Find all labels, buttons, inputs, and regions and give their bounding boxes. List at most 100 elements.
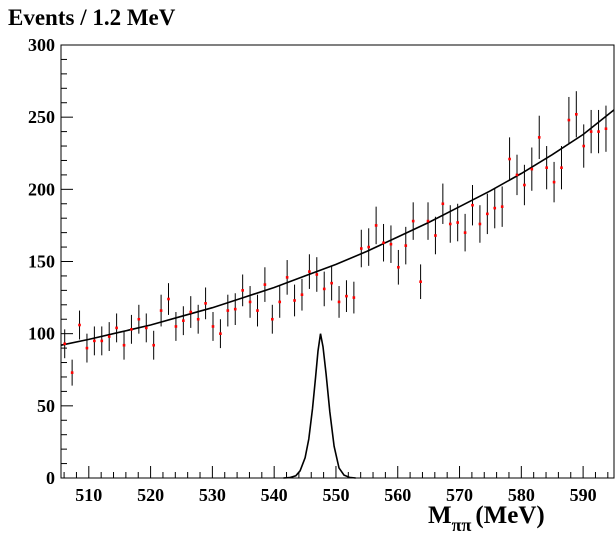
data-marker [463, 231, 467, 234]
x-tick-label: 580 [508, 485, 535, 505]
data-marker [493, 206, 497, 210]
data-marker [174, 325, 178, 328]
data-marker [582, 144, 586, 148]
data-marker [122, 343, 126, 347]
data-marker [367, 245, 371, 249]
data-point [359, 229, 363, 268]
data-point [545, 146, 548, 190]
data-marker [293, 299, 296, 302]
data-marker [500, 205, 504, 208]
data-point [537, 115, 541, 160]
data-point [152, 330, 155, 360]
data-point [330, 265, 333, 301]
y-tick-label: 100 [28, 324, 55, 344]
data-point [248, 286, 252, 318]
data-point [263, 267, 267, 302]
signal-peak-curve [283, 333, 356, 479]
data-marker [144, 326, 148, 330]
data-marker [107, 335, 111, 338]
data-point [219, 319, 222, 349]
data-point [411, 202, 415, 240]
data-point [478, 205, 482, 243]
data-point [582, 124, 586, 168]
data-point [256, 294, 259, 327]
data-marker [523, 183, 526, 187]
data-marker [434, 234, 437, 237]
data-point [463, 213, 467, 252]
data-point [471, 185, 474, 226]
y-tick-label: 150 [28, 252, 55, 272]
x-tick-label: 590 [570, 485, 597, 505]
x-axis-title: Mππ (MeV) [428, 502, 545, 535]
data-marker [204, 302, 207, 305]
data-marker [85, 346, 89, 350]
data-point [500, 186, 504, 227]
data-point [508, 137, 511, 181]
data-point [278, 286, 282, 318]
y-tick-label: 250 [28, 107, 55, 127]
data-point [241, 274, 244, 307]
data-point [397, 249, 400, 285]
plot-frame [60, 44, 615, 479]
data-marker [337, 300, 341, 304]
data-point [322, 271, 326, 307]
data-marker [100, 339, 104, 343]
data-point [122, 330, 126, 360]
data-marker [471, 203, 474, 207]
data-point [426, 202, 430, 240]
data-point [159, 294, 163, 327]
data-marker [285, 276, 289, 279]
data-point [189, 296, 193, 328]
y-tick-label: 0 [46, 468, 55, 488]
data-marker [63, 342, 67, 346]
data-marker [70, 371, 74, 374]
fit-curves [60, 109, 615, 479]
data-point [575, 91, 578, 138]
data-point [589, 109, 593, 154]
data-point [226, 294, 230, 327]
data-marker [196, 317, 200, 321]
tick-labels: 0 50 100 150 200 250 300 510 520 530 540 550 560 570 5… [28, 35, 597, 505]
data-marker [589, 130, 593, 133]
data-point [167, 283, 170, 315]
x-tick-label: 510 [75, 485, 102, 505]
data-marker [263, 283, 267, 286]
data-marker [545, 166, 548, 169]
data-point [315, 257, 319, 292]
data-point [352, 281, 356, 314]
data-marker [374, 224, 378, 227]
data-marker [315, 273, 319, 276]
data-marker [159, 309, 163, 312]
data-marker [411, 219, 415, 223]
data-marker [271, 317, 274, 321]
data-marker [486, 212, 489, 216]
y-tick-label: 200 [28, 179, 55, 199]
data-point [367, 228, 371, 266]
data-marker [78, 323, 81, 327]
data-marker [182, 319, 185, 322]
background-fit-curve [60, 109, 615, 346]
data-marker [552, 180, 556, 184]
x-tick-label: 540 [261, 485, 288, 505]
data-marker [278, 300, 282, 304]
data-point [115, 313, 118, 343]
data-point [93, 326, 96, 356]
data-marker [256, 309, 259, 312]
y-tick-label: 300 [28, 35, 55, 55]
data-marker [508, 157, 511, 161]
data-point [196, 304, 200, 334]
y-tick-label: 50 [37, 396, 55, 416]
data-marker [426, 219, 430, 223]
data-marker [419, 280, 422, 284]
data-marker [530, 167, 534, 171]
data-marker [115, 326, 118, 330]
axis-ticks [61, 44, 609, 479]
data-marker [441, 202, 445, 206]
data-point [345, 280, 348, 313]
x-tick-label: 570 [446, 485, 473, 505]
data-marker [567, 118, 571, 122]
data-point [204, 287, 207, 320]
data-point [515, 154, 519, 196]
data-marker [189, 310, 193, 314]
data-point [233, 293, 237, 326]
